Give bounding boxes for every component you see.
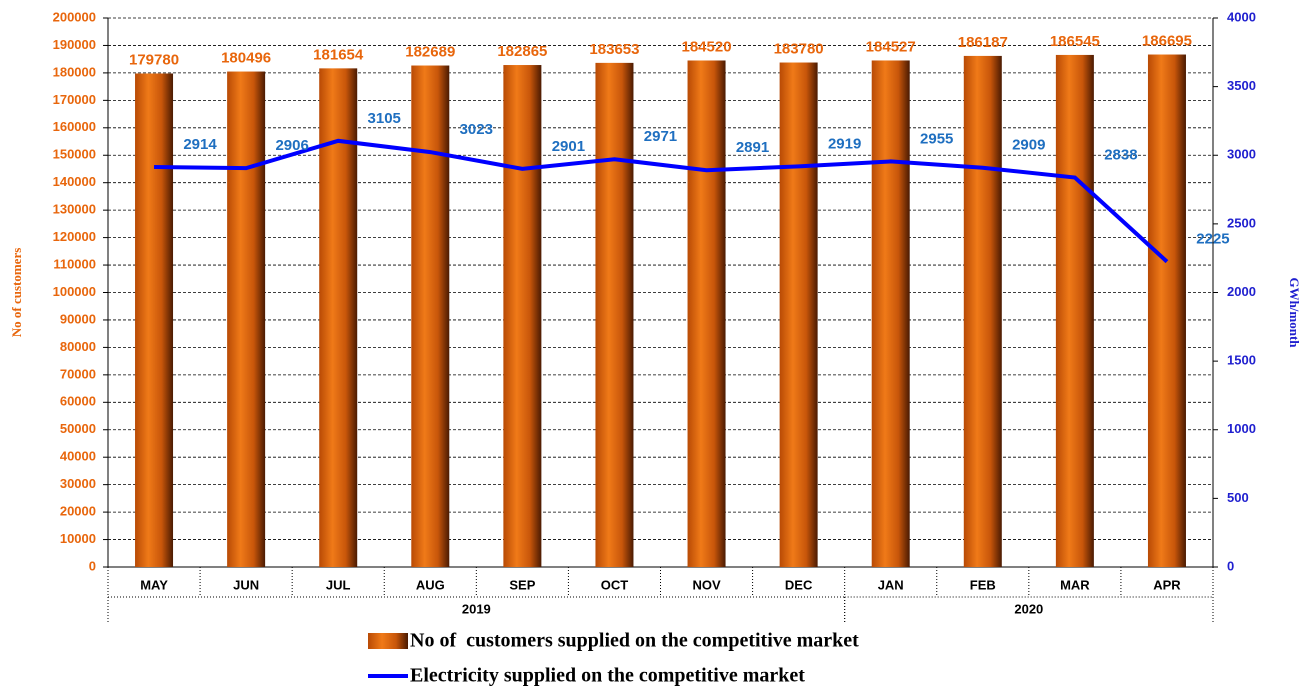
bar bbox=[871, 60, 910, 567]
y-tick-label: 150000 bbox=[53, 147, 96, 162]
y2-tick-label: 3000 bbox=[1227, 147, 1256, 162]
x-tick-label: DEC bbox=[785, 577, 813, 592]
line-value-label: 2838 bbox=[1104, 146, 1137, 163]
x-tick-label: OCT bbox=[601, 577, 629, 592]
bar-value-label: 184520 bbox=[682, 38, 732, 55]
bar bbox=[227, 71, 266, 567]
bar-value-label: 180496 bbox=[221, 50, 271, 67]
line-value-label: 2901 bbox=[552, 138, 585, 155]
y-tick-label: 190000 bbox=[53, 37, 96, 52]
y2-tick-label: 500 bbox=[1227, 490, 1249, 505]
y2-tick-label: 0 bbox=[1227, 558, 1234, 573]
x-tick-label: JAN bbox=[878, 577, 904, 592]
y-tick-label: 50000 bbox=[60, 421, 96, 436]
y-tick-label: 80000 bbox=[60, 339, 96, 354]
bar-value-label: 182865 bbox=[497, 43, 547, 60]
bar bbox=[1055, 54, 1094, 568]
bar bbox=[963, 55, 1002, 567]
bar-value-label: 181654 bbox=[313, 46, 364, 63]
x-tick-label: APR bbox=[1153, 577, 1181, 592]
bar bbox=[135, 73, 174, 567]
y-tick-label: 110000 bbox=[53, 256, 96, 271]
line-value-label: 2891 bbox=[736, 139, 769, 156]
x-tick-label: FEB bbox=[970, 577, 996, 592]
y2-tick-label: 2500 bbox=[1227, 215, 1256, 230]
y-tick-label: 0 bbox=[89, 558, 96, 573]
legend-label: Electricity supplied on the competitive … bbox=[410, 665, 805, 687]
y2-tick-label: 3500 bbox=[1227, 78, 1256, 93]
group-label: 2020 bbox=[1014, 601, 1043, 616]
y-tick-label: 20000 bbox=[60, 504, 96, 519]
x-tick-label: AUG bbox=[416, 577, 445, 592]
y-tick-label: 180000 bbox=[53, 64, 96, 79]
line-value-label: 2955 bbox=[920, 130, 953, 147]
y2-tick-label: 2000 bbox=[1227, 284, 1256, 299]
line-value-label: 2919 bbox=[828, 135, 861, 152]
x-tick-label: JUN bbox=[233, 577, 259, 592]
bar bbox=[595, 62, 634, 567]
y-tick-label: 30000 bbox=[60, 476, 96, 491]
bar-value-label: 183780 bbox=[774, 40, 824, 57]
bar-value-label: 186695 bbox=[1142, 32, 1192, 49]
bar bbox=[1147, 54, 1186, 568]
y-tick-label: 40000 bbox=[60, 449, 96, 464]
y-tick-label: 160000 bbox=[53, 119, 96, 134]
y2-tick-label: 1500 bbox=[1227, 353, 1256, 368]
bar-value-label: 186187 bbox=[958, 34, 1008, 51]
bar bbox=[411, 65, 450, 568]
line-value-label: 2914 bbox=[183, 136, 217, 153]
y2-tick-label: 4000 bbox=[1227, 9, 1256, 24]
x-tick-label: SEP bbox=[509, 577, 535, 592]
legend-label: No of customers supplied on the competit… bbox=[410, 630, 859, 652]
line-value-label: 2225 bbox=[1196, 231, 1229, 248]
line-value-label: 2909 bbox=[1012, 137, 1045, 154]
bar-value-label: 183653 bbox=[589, 41, 639, 58]
y-tick-label: 120000 bbox=[53, 229, 96, 244]
x-tick-label: MAR bbox=[1060, 577, 1090, 592]
bar-value-label: 186545 bbox=[1050, 33, 1100, 50]
line-value-label: 2906 bbox=[275, 137, 308, 154]
y-tick-label: 60000 bbox=[60, 394, 96, 409]
bar-value-label: 179780 bbox=[129, 51, 179, 68]
bar bbox=[503, 65, 542, 567]
y-tick-label: 130000 bbox=[53, 202, 96, 217]
line bbox=[154, 138, 1169, 264]
y-axis-label: No of customers bbox=[9, 248, 24, 338]
line-value-label: 3023 bbox=[460, 121, 493, 138]
bar-value-label: 182689 bbox=[405, 43, 455, 60]
bar-value-label: 184527 bbox=[866, 38, 916, 55]
x-tick-label: MAY bbox=[140, 577, 168, 592]
x-tick-label: JUL bbox=[326, 577, 351, 592]
y-tick-label: 200000 bbox=[53, 9, 96, 24]
y-tick-label: 90000 bbox=[60, 311, 96, 326]
y2-tick-label: 1000 bbox=[1227, 421, 1256, 436]
bar bbox=[779, 62, 818, 568]
y-tick-label: 70000 bbox=[60, 366, 96, 381]
y2-axis-label: GWh/month bbox=[1287, 277, 1302, 348]
bar bbox=[687, 60, 726, 567]
x-tick-label: NOV bbox=[692, 577, 721, 592]
y-tick-label: 170000 bbox=[53, 92, 96, 107]
y-tick-label: 140000 bbox=[53, 174, 96, 189]
legend-swatch bbox=[368, 633, 408, 649]
y-tick-label: 100000 bbox=[53, 284, 96, 299]
y-tick-label: 10000 bbox=[60, 531, 96, 546]
group-label: 2019 bbox=[462, 601, 491, 616]
line-value-label: 2971 bbox=[644, 128, 677, 145]
bar bbox=[319, 68, 358, 567]
line-value-label: 3105 bbox=[368, 110, 401, 127]
